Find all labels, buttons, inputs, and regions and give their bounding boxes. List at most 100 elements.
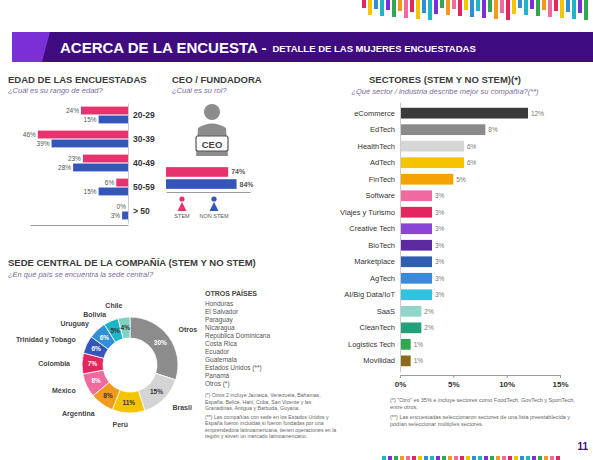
decoration-stripe	[578, 0, 582, 13]
category-label: Uruguay	[61, 320, 90, 328]
decoration-stripe	[440, 0, 444, 8]
decoration-stripe	[418, 456, 422, 460]
bar	[73, 164, 128, 172]
slice	[130, 317, 178, 380]
bar	[400, 273, 432, 284]
text-line: región y sirven un mercado latinoamerica…	[205, 433, 307, 439]
tick: SaaS	[377, 307, 395, 316]
decoration-stripe	[422, 0, 426, 13]
list-item: Otros (*)	[205, 380, 230, 388]
axis-line	[401, 375, 561, 376]
footnote: (**) Las encuestadas seleccionaron secto…	[390, 414, 572, 427]
tick: 15%	[552, 375, 568, 389]
decoration-stripe	[386, 0, 390, 10]
tick: 50-59	[133, 182, 155, 192]
tick: 30-39	[133, 134, 155, 144]
tick: BioTech	[368, 241, 395, 250]
tick-label: Software	[365, 191, 395, 200]
text-line: (**) Las encuestadas seleccionaron secto…	[390, 414, 572, 420]
tick: Viajes y Turismo	[340, 208, 395, 217]
bar	[400, 174, 453, 185]
bar	[122, 212, 128, 220]
icon-head	[204, 104, 220, 120]
decoration-stripe	[566, 0, 570, 12]
bar	[400, 124, 485, 135]
other-countries: OTROS PAÍSESHondurasEl SalvadorParaguayN…	[205, 289, 338, 439]
data-labels: 74%84%	[231, 168, 254, 187]
tick: 5%	[448, 375, 460, 389]
decoration-stripe	[416, 0, 420, 19]
footnote: (**) Las compañías con sede en los Estad…	[205, 414, 338, 440]
ceo-icon: CEO	[196, 104, 228, 156]
decoration-stripe	[452, 0, 456, 9]
bar	[81, 107, 128, 115]
decoration-stripe	[544, 456, 548, 460]
category-label: Trinidad y Tobago	[16, 336, 76, 344]
decoration-stripe	[482, 0, 486, 18]
data-label: 23%	[68, 155, 81, 162]
decoration-stripe	[424, 456, 428, 460]
category-label: Brasil	[172, 404, 192, 411]
decoration-stripe	[560, 0, 564, 18]
bar	[128, 203, 129, 211]
data-label: 6%	[467, 143, 477, 150]
data-label: 15%	[150, 388, 163, 395]
data-label: 8%	[103, 392, 113, 399]
decoration-stripe	[494, 0, 498, 19]
tick-label: 0%	[395, 380, 407, 389]
bar	[400, 157, 464, 168]
decoration-stripe	[478, 456, 482, 460]
tick: AI/Big Data/IoT	[344, 290, 395, 299]
data-label: 46%	[23, 131, 36, 138]
decoration-stripe	[542, 0, 546, 10]
text-line: podían seleccionar múltiples sectores.	[390, 421, 484, 427]
tick: 0%	[395, 375, 407, 389]
tick: HealthTech	[357, 142, 395, 151]
header-subtitle: DETALLE DE LAS MUJERES ENCUESTADAS	[272, 43, 475, 54]
bar	[400, 108, 528, 119]
category-label: Colombia	[38, 360, 70, 367]
legend-item: STEM	[174, 196, 190, 219]
data-label: 3%	[435, 192, 445, 199]
decoration-stripe	[512, 0, 516, 14]
tick-label: Creative Tech	[349, 224, 395, 233]
data-label: 3%	[435, 242, 445, 249]
tick-label: Marketplace	[354, 257, 395, 266]
bars	[166, 167, 237, 189]
list-item: Estados Unidos (**)	[205, 364, 262, 372]
category-label: México	[52, 387, 76, 394]
decoration-stripe	[464, 0, 468, 10]
category-label: Otros	[179, 326, 198, 333]
decoration-stripe	[584, 0, 588, 20]
decoration-stripe	[508, 456, 512, 460]
decoration-stripe	[430, 456, 434, 460]
bar	[400, 256, 432, 267]
text-line: España, Belice, Haití, Cuba, San Vicente…	[205, 399, 313, 405]
decoration	[362, 0, 588, 460]
panel-title: SEDE CENTRAL DE LA COMPAÑÍA (STEM Y NO S…	[8, 257, 256, 268]
decoration-stripe	[530, 0, 534, 9]
slice	[118, 317, 130, 339]
bar	[400, 141, 464, 152]
data-label: 6%	[91, 345, 101, 352]
text-line: (**) Las compañías con sede en los Estad…	[205, 414, 330, 420]
data-label: 6%	[100, 334, 110, 341]
decoration-stripe	[368, 0, 372, 15]
decoration-stripe	[520, 456, 524, 460]
x-axis: 0%5%10%15%	[395, 375, 569, 389]
tick: CleanTech	[360, 323, 395, 332]
data-label: 11%	[122, 399, 135, 406]
icon-sign	[196, 136, 228, 151]
decoration-stripe	[374, 0, 378, 9]
category-label: Bolivia	[83, 311, 106, 318]
tick-label: AgTech	[370, 274, 395, 283]
decoration-stripe	[446, 0, 450, 15]
list-item: Ecuador	[205, 348, 230, 355]
legend-label: NON STEM	[199, 213, 228, 219]
decoration-stripe	[532, 456, 536, 460]
tick-label: 50-59	[133, 182, 155, 192]
tick: 40-49	[133, 158, 155, 168]
legend-icon	[178, 202, 187, 211]
tick: > 50	[133, 206, 150, 216]
tick-mark	[560, 375, 561, 378]
